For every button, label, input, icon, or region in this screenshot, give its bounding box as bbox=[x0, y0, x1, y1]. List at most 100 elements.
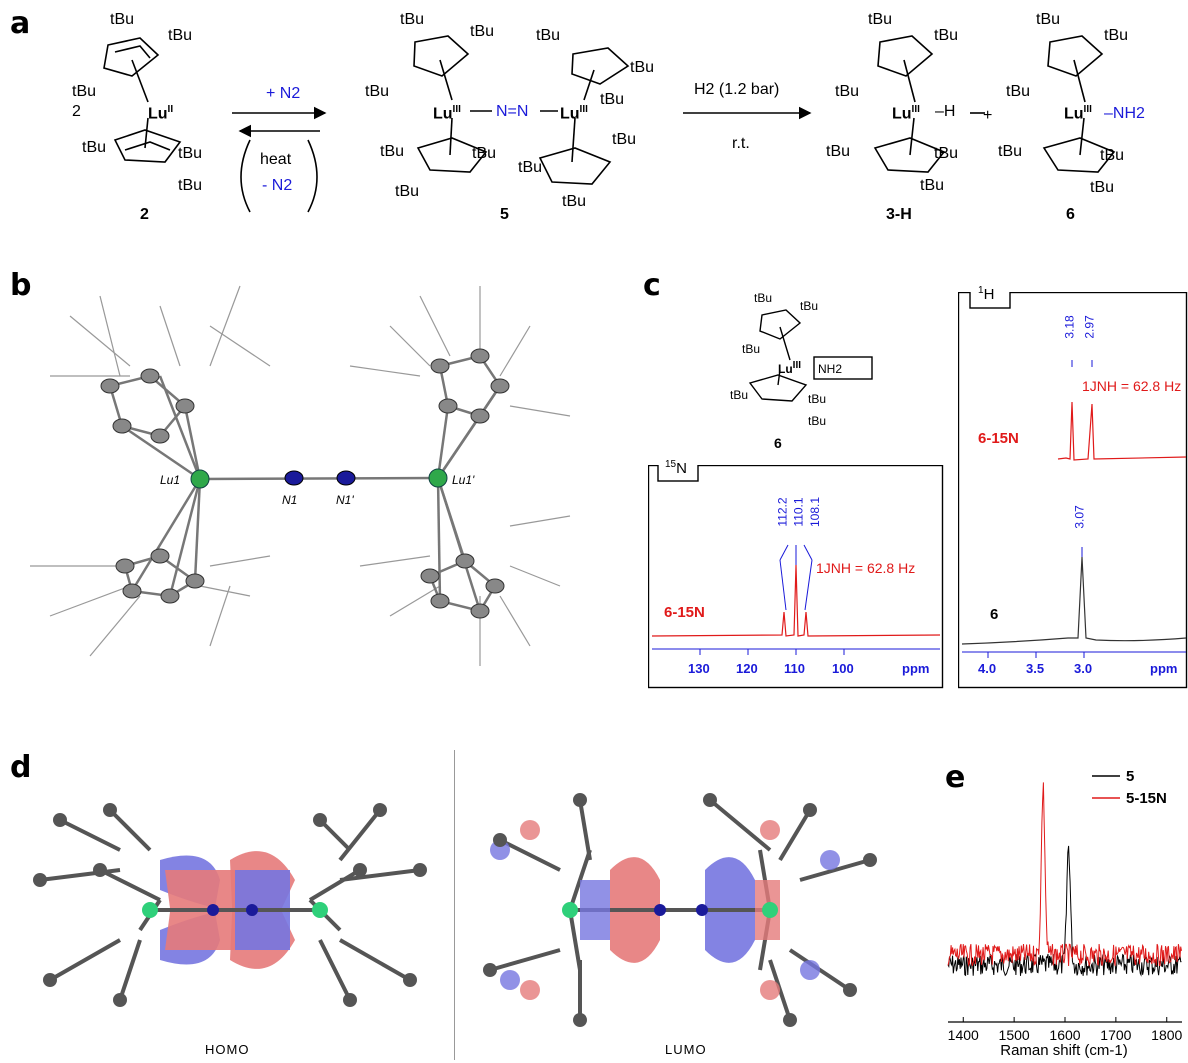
atom-label: N1' bbox=[336, 493, 354, 507]
x-tick-label: 1600 bbox=[1049, 1027, 1080, 1043]
tbu-label: tBu bbox=[178, 177, 203, 194]
tbu-label: tBu bbox=[808, 392, 827, 406]
lu-iii-label: LuIII bbox=[1064, 104, 1092, 123]
tbu-label: tBu bbox=[380, 143, 405, 160]
crystal-structure: Lu1 N1 N1' Lu1' bbox=[30, 285, 571, 666]
atom-n1 bbox=[284, 470, 304, 486]
coupling-label: 1JNH = 62.8 Hz bbox=[816, 560, 916, 576]
panel-label-e: e bbox=[945, 760, 966, 795]
trace-label-6: 6 bbox=[990, 606, 999, 623]
tbu-label: tBu bbox=[800, 299, 819, 313]
lu-iii-label: LuIII bbox=[560, 104, 588, 123]
panel-d-divider bbox=[454, 750, 455, 1060]
plus-sign: + bbox=[983, 107, 993, 124]
arrow2-bottom-text: r.t. bbox=[732, 135, 750, 152]
tbu-label: tBu bbox=[472, 145, 497, 162]
compound-label-2: 2 bbox=[140, 206, 149, 223]
raman-chart: 1400 1500 1600 1700 1800 5 5-15N Raman shift … bbox=[947, 768, 1183, 1059]
x-tick-label: 1700 bbox=[1100, 1027, 1131, 1043]
panel-label-b: b bbox=[10, 268, 32, 303]
tick-label: 120 bbox=[736, 661, 758, 676]
tbu-label: tBu bbox=[365, 83, 390, 100]
tbu-label: tBu bbox=[630, 59, 655, 76]
compound-label-6: 6 bbox=[1066, 206, 1075, 223]
x-tick-label: 1800 bbox=[1151, 1027, 1182, 1043]
amide-label: NH2 bbox=[818, 362, 843, 376]
tbu-label: tBu bbox=[110, 11, 135, 28]
homo-label: HOMO bbox=[205, 1042, 250, 1057]
compound-6-structure bbox=[748, 309, 873, 402]
tbu-label: tBu bbox=[562, 193, 587, 210]
lu-iii-label: LuIII bbox=[892, 104, 920, 123]
arrow1-minus-text: - N2 bbox=[262, 177, 293, 194]
tbu-label: tBu bbox=[754, 291, 773, 305]
compound-6-label: 6 bbox=[774, 435, 782, 451]
compound-label-3h: 3-H bbox=[886, 206, 912, 223]
coupling-label: 1JNH = 62.8 Hz bbox=[1082, 378, 1182, 394]
atom-label: Lu1' bbox=[452, 473, 475, 487]
tbu-label: tBu bbox=[1104, 27, 1129, 44]
panel-label-a: a bbox=[10, 6, 31, 41]
lumo-orbital bbox=[483, 793, 877, 1027]
tick-label: 4.0 bbox=[978, 661, 997, 676]
series-line-0 bbox=[947, 845, 1182, 977]
tbu-label: tBu bbox=[395, 183, 420, 200]
legend-label: 5-15N bbox=[1126, 790, 1167, 807]
tbu-label: tBu bbox=[1006, 83, 1031, 100]
tbu-label: tBu bbox=[600, 91, 625, 108]
atom-lu1-prime bbox=[428, 468, 448, 488]
tbu-label: tBu bbox=[998, 143, 1023, 160]
atom-lu1 bbox=[190, 469, 210, 489]
tbu-label: tBu bbox=[612, 131, 637, 148]
dinitrogen-bridge: N=N bbox=[496, 103, 529, 120]
h1-box-label: 1H bbox=[978, 285, 995, 303]
atom-label: Lu1 bbox=[160, 473, 180, 487]
tbu-label: tBu bbox=[400, 11, 425, 28]
arrow1-top-text: + N2 bbox=[266, 85, 301, 102]
x-tick-label: 1500 bbox=[999, 1027, 1030, 1043]
x-axis-label: Raman shift (cm-1) bbox=[1000, 1042, 1128, 1059]
tick-label: 110 bbox=[784, 661, 805, 676]
compound-label-5: 5 bbox=[500, 206, 509, 223]
tbu-label: tBu bbox=[934, 145, 959, 162]
tbu-label: tBu bbox=[730, 388, 749, 402]
reaction-scheme bbox=[103, 35, 1116, 213]
tick-label: 100 bbox=[832, 661, 854, 676]
arrow2-top-text: H2 (1.2 bar) bbox=[694, 81, 780, 98]
tbu-label: tBu bbox=[808, 414, 827, 428]
tick-label: 3.5 bbox=[1026, 661, 1045, 676]
hydride-label: –H bbox=[935, 103, 956, 120]
trace-label-6-15n: 6-15N bbox=[664, 604, 705, 621]
n15-spectrum bbox=[648, 465, 944, 689]
h1-spectrum bbox=[958, 292, 1188, 689]
peak-label: 110.1 bbox=[791, 497, 806, 527]
atom-label: N1 bbox=[282, 493, 297, 507]
peak-label: 2.97 bbox=[1082, 315, 1097, 339]
tbu-label: tBu bbox=[1036, 11, 1061, 28]
tbu-label: tBu bbox=[470, 23, 495, 40]
tbu-label: tBu bbox=[742, 342, 761, 356]
lu-ii-label: LuII bbox=[148, 104, 174, 123]
peak-label: 108.1 bbox=[808, 496, 823, 528]
tbu-label: tBu bbox=[868, 11, 893, 28]
axis-unit: ppm bbox=[902, 661, 930, 676]
tbu-label: tBu bbox=[934, 27, 959, 44]
peak-label: 3.18 bbox=[1062, 315, 1077, 339]
tick-label: 130 bbox=[688, 661, 710, 676]
tbu-label: tBu bbox=[826, 143, 851, 160]
legend-label: 5 bbox=[1126, 768, 1134, 785]
lumo-label: LUMO bbox=[665, 1042, 707, 1057]
tbu-label: tBu bbox=[178, 145, 203, 162]
lu-iii-label: LuIII bbox=[433, 104, 461, 123]
tbu-label: tBu bbox=[835, 83, 860, 100]
x-tick-label: 1400 bbox=[948, 1027, 979, 1043]
tbu-label: tBu bbox=[82, 139, 107, 156]
peak-label: 3.07 bbox=[1072, 505, 1087, 529]
tick-label: 3.0 bbox=[1074, 661, 1093, 676]
peak-label: 112.2 bbox=[775, 497, 790, 527]
axis-unit: ppm bbox=[1150, 661, 1178, 676]
tbu-label: tBu bbox=[1100, 147, 1125, 164]
tbu-label: tBu bbox=[518, 159, 543, 176]
panel-label-d: d bbox=[10, 750, 32, 785]
trace-label-6-15n: 6-15N bbox=[978, 430, 1019, 447]
